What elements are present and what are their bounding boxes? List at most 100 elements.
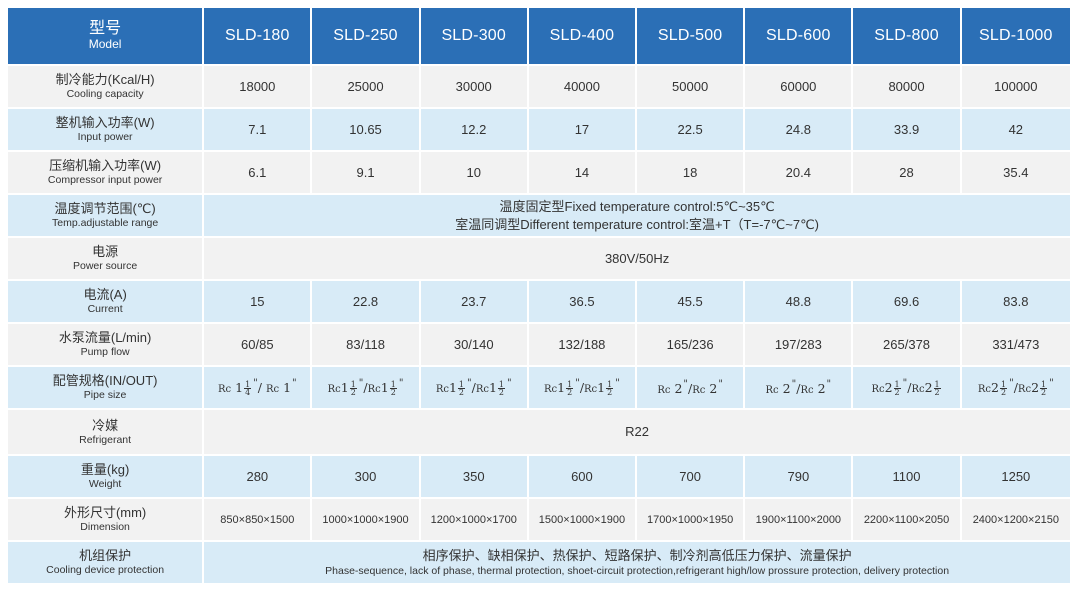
label-en: Pump flow: [80, 346, 130, 358]
value-cell: 50000: [637, 66, 744, 107]
row-input-power: 整机输入功率(W) Input power 7.1 10.65 12.2 17 …: [8, 109, 1070, 150]
value-cell: 1500×1000×1900: [528, 499, 636, 540]
row-pipe-size: 配管规格(IN/OUT) Pipe size Rc 1 1 4 "/ Rc 1" Rc…: [8, 367, 1070, 408]
row-label: 电源 Power source: [8, 238, 203, 279]
value-cell: 83.8: [961, 281, 1070, 322]
pipe-size-cell: Rc 2"/Rc 2": [637, 367, 744, 408]
value-cell: 1700×1000×1950: [637, 499, 744, 540]
value-cell: 28: [853, 152, 960, 193]
model-name: SLD-600: [745, 8, 852, 64]
value-cell: 48.8: [745, 281, 852, 322]
model-name: SLD-250: [312, 8, 419, 64]
protection-value: 相序保护、缺相保护、热保护、短路保护、制冷剂高低压力保护、流量保护 Phase-…: [204, 542, 1070, 583]
value-cell: 17: [528, 109, 636, 150]
refrigerant-value: R22: [204, 410, 1070, 454]
value-cell: 14: [528, 152, 636, 193]
value-cell: 20.4: [745, 152, 852, 193]
value-cell: 280: [204, 456, 311, 497]
row-refrigerant: 冷媒 Refrigerant R22: [8, 410, 1070, 454]
protection-en: Phase-sequence, lack of phase, thermal p…: [325, 565, 950, 578]
row-temp-range: 温度调节范围(℃) Temp.adjustable range 温度固定型Fix…: [8, 195, 1070, 236]
pipe-size-cell: Rc2 1 2 "/Rc2 1 2 ": [961, 367, 1070, 408]
value-cell: 30/140: [420, 324, 527, 365]
model-name: SLD-500: [637, 8, 744, 64]
model-label-en: Model: [88, 37, 122, 52]
value-cell: 83/118: [312, 324, 419, 365]
label-zh: 外形尺寸(mm): [63, 505, 147, 521]
label-zh: 配管规格(IN/OUT): [52, 373, 158, 389]
value-cell: 850×850×1500: [204, 499, 311, 540]
row-label: 配管规格(IN/OUT) Pipe size: [8, 367, 203, 408]
label-zh: 压缩机输入功率(W): [49, 158, 162, 174]
row-compressor-power: 压缩机输入功率(W) Compressor input power 6.1 9.…: [8, 152, 1070, 193]
value-cell: 80000: [853, 66, 960, 107]
value-cell: 23.7: [420, 281, 527, 322]
row-label: 温度调节范围(℃) Temp.adjustable range: [8, 195, 203, 236]
value-cell: 60/85: [204, 324, 311, 365]
value-cell: 7.1: [204, 109, 311, 150]
label-en: Weight: [88, 478, 122, 490]
value-cell: 45.5: [637, 281, 744, 322]
row-power-source: 电源 Power source 380V/50Hz: [8, 238, 1070, 279]
value-cell: 1000×1000×1900: [312, 499, 419, 540]
value-cell: 60000: [745, 66, 852, 107]
label-en: Input power: [77, 131, 133, 143]
label-en: Cooling capacity: [66, 88, 144, 100]
value-cell: 331/473: [961, 324, 1070, 365]
value-cell: 1100: [853, 456, 960, 497]
row-label: 电流(A) Current: [8, 281, 203, 322]
label-zh: 机组保护: [79, 548, 132, 564]
value-cell: 25000: [312, 66, 419, 107]
pipe-size-cell: Rc1 1 2 "/Rc1 1 2 ": [312, 367, 419, 408]
pipe-size-cell: Rc2 1 2 "/Rc2 1 2: [853, 367, 960, 408]
row-protection: 机组保护 Cooling device protection 相序保护、缺相保护…: [8, 542, 1070, 583]
row-dimension: 外形尺寸(mm) Dimension 850×850×1500 1000×100…: [8, 499, 1070, 540]
row-label: 压缩机输入功率(W) Compressor input power: [8, 152, 203, 193]
value-cell: 2400×1200×2150: [961, 499, 1070, 540]
value-cell: 1250: [961, 456, 1070, 497]
label-zh: 重量(kg): [80, 462, 130, 478]
model-name: SLD-800: [853, 8, 960, 64]
value-cell: 700: [637, 456, 744, 497]
value-cell: 350: [420, 456, 527, 497]
temp-fixed-text: 温度固定型Fixed temperature control:5℃~35℃: [499, 198, 775, 214]
value-cell: 265/378: [853, 324, 960, 365]
row-label: 整机输入功率(W) Input power: [8, 109, 203, 150]
value-cell: 300: [312, 456, 419, 497]
label-en: Compressor input power: [47, 174, 163, 186]
value-cell: 197/283: [745, 324, 852, 365]
value-cell: 35.4: [961, 152, 1070, 193]
value-cell: 22.5: [637, 109, 744, 150]
label-en: Pipe size: [83, 389, 127, 401]
temp-range-value: 温度固定型Fixed temperature control:5℃~35℃ 室温…: [204, 195, 1070, 236]
value-cell: 22.8: [312, 281, 419, 322]
value-cell: 33.9: [853, 109, 960, 150]
spec-sheet: 型号 Model SLD-180 SLD-250 SLD-300 SLD-400…: [6, 6, 1072, 585]
label-zh: 制冷能力(Kcal/H): [55, 72, 155, 88]
pipe-size-cell: Rc 2"/Rc 2": [745, 367, 852, 408]
row-weight: 重量(kg) Weight 280 300 350 600 700 790 11…: [8, 456, 1070, 497]
pipe-size-cell: Rc1 1 2 "/Rc1 1 2 ": [528, 367, 636, 408]
power-source-value: 380V/50Hz: [204, 238, 1070, 279]
value-cell: 100000: [961, 66, 1070, 107]
model-label-zh: 型号: [89, 19, 122, 37]
value-cell: 165/236: [637, 324, 744, 365]
model-header-cell: 型号 Model: [8, 8, 203, 64]
label-zh: 冷媒: [92, 417, 119, 433]
row-label: 冷媒 Refrigerant: [8, 410, 203, 454]
value-cell: 1200×1000×1700: [420, 499, 527, 540]
row-label: 外形尺寸(mm) Dimension: [8, 499, 203, 540]
model-name: SLD-400: [528, 8, 636, 64]
model-name: SLD-1000: [961, 8, 1070, 64]
row-cooling-capacity: 制冷能力(Kcal/H) Cooling capacity 18000 2500…: [8, 66, 1070, 107]
value-cell: 10.65: [312, 109, 419, 150]
row-current: 电流(A) Current 15 22.8 23.7 36.5 45.5 48.…: [8, 281, 1070, 322]
label-en: Power source: [73, 260, 138, 272]
label-zh: 电流(A): [83, 287, 127, 303]
value-cell: 1900×1100×2000: [745, 499, 852, 540]
value-cell: 10: [420, 152, 527, 193]
label-zh: 电源: [92, 244, 119, 260]
pipe-size-cell: Rc1 1 2 "/Rc1 1 2 ": [420, 367, 527, 408]
value-cell: 18000: [204, 66, 311, 107]
row-label: 重量(kg) Weight: [8, 456, 203, 497]
